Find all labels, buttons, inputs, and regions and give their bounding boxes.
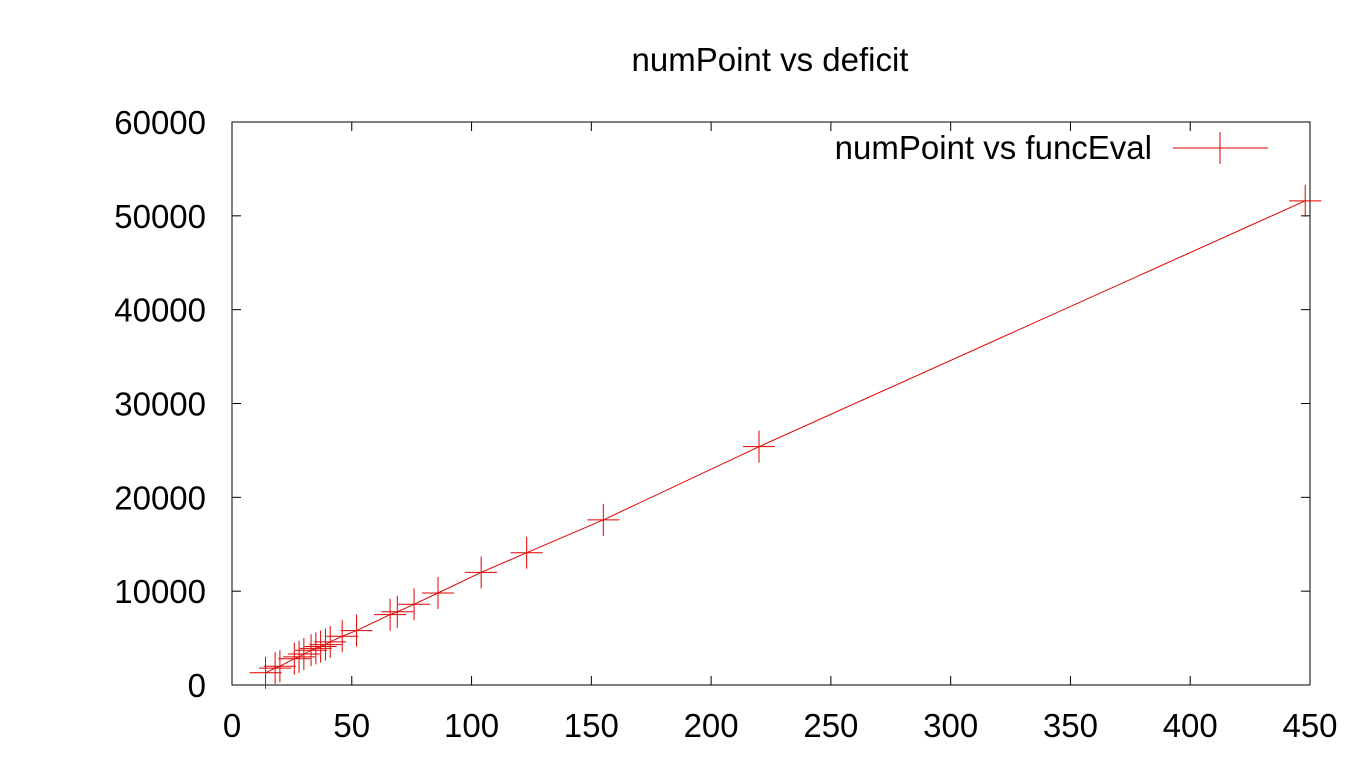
- y-tick-label: 40000: [114, 292, 206, 329]
- data-point: [287, 638, 320, 671]
- data-point: [259, 652, 292, 685]
- y-tick-label: 60000: [114, 104, 206, 141]
- data-point: [1289, 184, 1322, 217]
- data-point: [304, 630, 337, 663]
- data-point: [249, 656, 282, 689]
- x-tick-label: 100: [444, 707, 499, 744]
- data-point: [263, 650, 296, 683]
- y-tick-label: 50000: [114, 198, 206, 235]
- data-point: [398, 588, 431, 621]
- series-line: [265, 200, 1306, 674]
- x-tick-label: 400: [1163, 707, 1218, 744]
- data-point: [465, 556, 498, 589]
- data-point: [295, 634, 328, 667]
- y-tick-label: 10000: [114, 573, 206, 610]
- data-point: [510, 536, 543, 569]
- data-point: [278, 642, 311, 675]
- plot-border: [231, 121, 1311, 686]
- x-axis-ticks: 0 50 100 150 200 250 300 350 400 450: [223, 122, 1338, 744]
- x-tick-label: 450: [1282, 707, 1337, 744]
- data-point: [299, 632, 332, 665]
- y-tick-label: 30000: [114, 386, 206, 423]
- x-tick-label: 50: [333, 707, 370, 744]
- chart-title: numPoint vs deficit: [632, 41, 909, 78]
- legend-label: numPoint vs funcEval: [835, 129, 1152, 166]
- legend: numPoint vs funcEval: [835, 129, 1268, 166]
- y-tick-label: 20000: [114, 479, 206, 516]
- x-tick-label: 0: [223, 707, 241, 744]
- x-tick-label: 300: [923, 707, 978, 744]
- data-point: [422, 577, 455, 610]
- data-point: [309, 628, 342, 661]
- data-point: [283, 640, 316, 673]
- data-point: [340, 614, 373, 647]
- data-point: [587, 503, 620, 536]
- x-tick-label: 200: [684, 707, 739, 744]
- y-axis-ticks: 0 10000 20000 30000 40000 50000 60000: [114, 104, 1310, 704]
- data-point: [374, 598, 407, 631]
- y-tick-label: 0: [188, 667, 206, 704]
- plot-frame: [231, 121, 1311, 686]
- data-point: [314, 625, 347, 658]
- data-point: [743, 430, 776, 463]
- x-tick-label: 250: [803, 707, 858, 744]
- data-point: [381, 595, 414, 628]
- x-tick-label: 350: [1043, 707, 1098, 744]
- x-tick-label: 150: [564, 707, 619, 744]
- series-layer: [249, 184, 1322, 689]
- data-point: [326, 620, 359, 653]
